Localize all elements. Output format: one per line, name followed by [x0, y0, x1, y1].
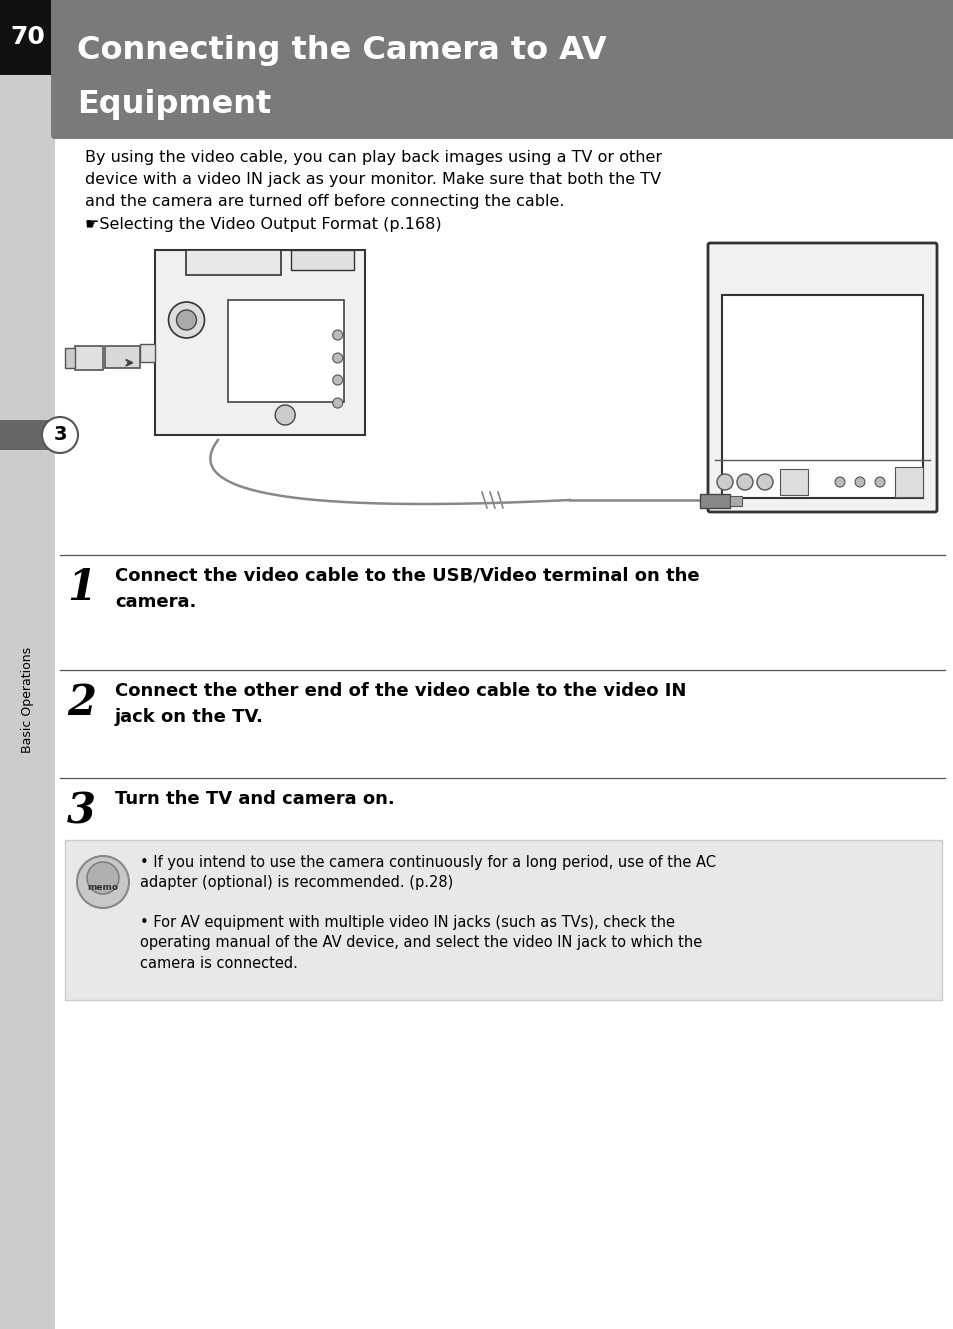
Bar — [65, 348, 75, 368]
Text: 1: 1 — [67, 567, 96, 609]
Text: • If you intend to use the camera continuously for a long period, use of the AC
: • If you intend to use the camera contin… — [140, 855, 716, 890]
Bar — [721, 295, 923, 498]
Circle shape — [757, 474, 772, 490]
Text: Connecting the Camera to AV: Connecting the Camera to AV — [77, 35, 606, 65]
Circle shape — [333, 397, 342, 408]
Circle shape — [77, 856, 129, 908]
Bar — [780, 469, 807, 496]
Bar — [894, 466, 923, 497]
Circle shape — [333, 330, 342, 340]
Circle shape — [274, 405, 294, 425]
Bar — [140, 344, 154, 361]
Text: 3: 3 — [67, 789, 96, 832]
Text: Connect the other end of the video cable to the video IN
jack on the TV.: Connect the other end of the video cable… — [115, 682, 685, 727]
Circle shape — [42, 417, 78, 453]
Bar — [65, 840, 941, 999]
Text: Equipment: Equipment — [77, 89, 271, 121]
Text: Connect the video cable to the USB/Video terminal on the
camera.: Connect the video cable to the USB/Video… — [115, 567, 699, 611]
Text: • For AV equipment with multiple video IN jacks (such as TVs), check the
operati: • For AV equipment with multiple video I… — [140, 914, 701, 970]
Circle shape — [874, 477, 884, 486]
Bar — [292, 250, 355, 270]
Bar — [105, 346, 140, 368]
Circle shape — [854, 477, 864, 486]
Circle shape — [737, 474, 752, 490]
Bar — [700, 494, 729, 508]
Bar — [0, 0, 55, 74]
Circle shape — [333, 375, 342, 385]
Text: Turn the TV and camera on.: Turn the TV and camera on. — [115, 789, 395, 808]
Circle shape — [169, 302, 204, 338]
FancyBboxPatch shape — [707, 243, 936, 512]
Bar — [0, 420, 65, 451]
Circle shape — [87, 863, 119, 894]
Polygon shape — [154, 250, 365, 435]
Text: 2: 2 — [67, 682, 96, 724]
Text: 3: 3 — [53, 425, 67, 444]
Text: 70: 70 — [10, 25, 45, 49]
Circle shape — [176, 310, 196, 330]
Circle shape — [834, 477, 844, 486]
Bar — [729, 496, 741, 506]
FancyBboxPatch shape — [51, 0, 953, 140]
Text: By using the video cable, you can play back images using a TV or other
device wi: By using the video cable, you can play b… — [85, 150, 661, 231]
Circle shape — [717, 474, 732, 490]
Circle shape — [333, 354, 342, 363]
Bar — [0, 0, 55, 1329]
Text: memo: memo — [88, 884, 118, 893]
Bar — [229, 300, 344, 401]
Text: Basic Operations: Basic Operations — [21, 647, 34, 754]
Bar — [75, 346, 103, 369]
Bar — [186, 250, 281, 275]
